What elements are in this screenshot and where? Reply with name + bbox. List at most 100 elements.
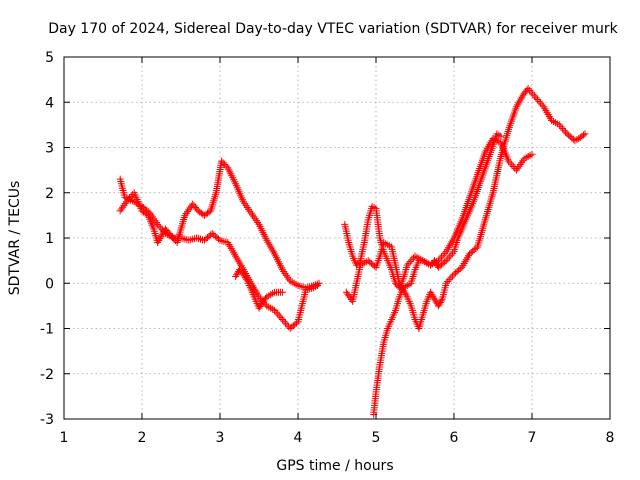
data-point-marker <box>406 258 414 266</box>
data-point-marker <box>218 157 226 165</box>
x-tick-labels: 1 2 3 4 5 6 7 8 <box>60 430 615 446</box>
data-point-marker <box>524 85 532 93</box>
data-point-marker <box>342 288 350 296</box>
data-point-marker <box>557 123 565 131</box>
data-point-marker <box>436 255 444 263</box>
data-point-marker <box>497 132 505 140</box>
x-axis-label: GPS time / hours <box>276 458 393 474</box>
data-point-marker <box>292 319 300 327</box>
y-tick-label: -2 <box>40 367 54 383</box>
x-tick-label: 8 <box>606 430 615 446</box>
data-point-marker <box>219 159 227 167</box>
x-tick-label: 2 <box>138 430 147 446</box>
x-tick-label: 7 <box>528 430 537 446</box>
data-point-marker <box>280 317 288 325</box>
data-point-marker <box>344 290 352 298</box>
axis-ticks <box>63 56 611 420</box>
data-point-marker <box>283 321 291 329</box>
y-tick-label: 4 <box>45 95 54 111</box>
data-point-marker <box>441 249 449 257</box>
series-segment-3 <box>232 266 286 312</box>
series-segment-2 <box>116 175 321 332</box>
data-point-marker <box>438 253 446 261</box>
data-point-marker <box>555 121 563 129</box>
data-point-marker <box>444 255 452 263</box>
y-tick-label: 5 <box>45 50 54 66</box>
data-point-marker <box>405 259 413 267</box>
y-tick-label: 1 <box>45 231 54 247</box>
data-point-marker <box>403 261 411 269</box>
data-point-marker <box>579 131 587 139</box>
data-point-marker <box>214 235 222 243</box>
data-point-marker <box>439 251 447 259</box>
data-point-marker <box>532 94 540 102</box>
data-point-marker <box>222 162 230 170</box>
data-point-marker <box>535 97 543 105</box>
data-point-marker <box>117 205 125 213</box>
data-point-marker <box>445 276 453 284</box>
data-point-marker <box>448 272 456 280</box>
data-point-marker <box>562 128 570 136</box>
data-point-marker <box>441 258 449 266</box>
x-tick-label: 3 <box>216 430 225 446</box>
data-point-marker <box>530 92 538 100</box>
data-point-marker <box>444 277 452 285</box>
x-tick-label: 6 <box>450 430 459 446</box>
x-tick-label: 4 <box>294 430 303 446</box>
data-point-marker <box>581 130 589 138</box>
data-point-marker <box>533 96 541 104</box>
data-point-marker <box>121 200 129 208</box>
data-point-marker <box>120 201 128 209</box>
data-point-marker <box>271 306 279 314</box>
y-tick-label: 2 <box>45 186 54 202</box>
data-point-marker <box>116 207 124 215</box>
series-segment-6 <box>370 130 505 418</box>
y-axis-label: SDTVAR / TECUs <box>7 181 23 296</box>
data-point-marker <box>155 222 163 230</box>
y-tick-label: 3 <box>45 141 54 157</box>
data-points <box>116 85 589 418</box>
x-tick-label: 1 <box>60 430 69 446</box>
data-point-marker <box>526 86 534 94</box>
data-point-marker <box>160 228 168 236</box>
data-point-marker <box>447 274 455 282</box>
data-point-marker <box>346 294 354 302</box>
data-point-marker <box>408 256 416 264</box>
grid-lines <box>64 57 610 419</box>
data-point-marker <box>558 124 566 132</box>
data-point-marker <box>314 282 321 290</box>
data-point-marker <box>277 314 285 322</box>
chart-title: Day 170 of 2024, Sidereal Day-to-day VTE… <box>48 21 618 37</box>
data-point-marker <box>445 253 453 261</box>
data-point-marker <box>506 159 514 167</box>
data-point-marker <box>508 161 516 169</box>
series-segment-5 <box>342 85 589 332</box>
data-point-marker <box>527 88 535 96</box>
y-tick-label: 0 <box>45 276 54 292</box>
data-point-marker <box>221 160 229 168</box>
data-point-marker <box>144 208 152 216</box>
data-point-marker <box>505 157 513 165</box>
data-point-marker <box>447 251 455 259</box>
x-tick-label: 5 <box>372 430 381 446</box>
y-tick-label: -3 <box>40 412 54 428</box>
data-point-marker <box>442 279 450 287</box>
data-point-marker <box>119 203 127 211</box>
data-point-marker <box>448 249 456 257</box>
data-point-marker <box>282 319 290 327</box>
data-point-marker <box>529 90 537 98</box>
data-point-marker <box>272 308 280 316</box>
data-point-marker <box>528 150 536 158</box>
data-point-marker <box>537 99 545 107</box>
data-point-marker <box>275 312 283 320</box>
data-point-marker <box>158 226 166 234</box>
data-point-marker <box>274 310 282 318</box>
data-point-marker <box>157 224 165 232</box>
y-tick-label: -1 <box>40 322 54 338</box>
data-point-marker <box>538 101 546 109</box>
data-point-marker <box>437 297 445 305</box>
data-point-marker <box>278 315 286 323</box>
y-tick-labels: -3 -2 -1 0 1 2 3 4 5 <box>40 50 54 428</box>
data-point-marker <box>442 257 450 265</box>
